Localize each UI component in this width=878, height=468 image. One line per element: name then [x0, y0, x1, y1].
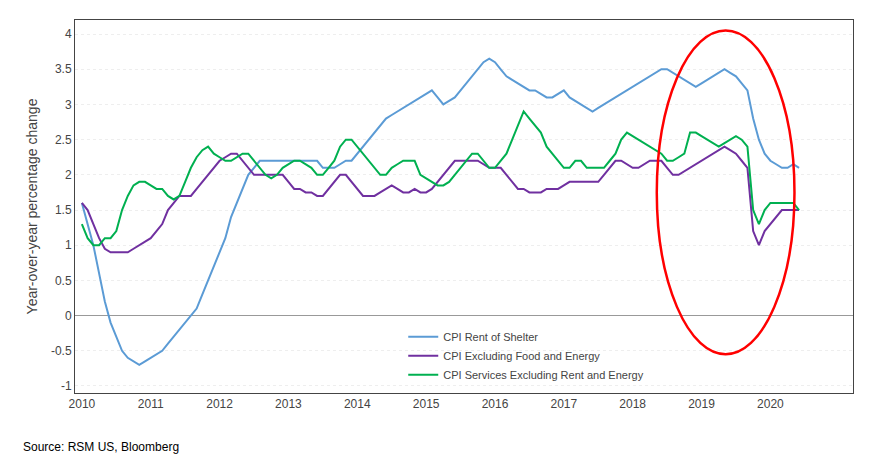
- svg-text:4: 4: [65, 27, 72, 41]
- svg-text:2014: 2014: [344, 397, 371, 411]
- svg-text:2019: 2019: [688, 397, 715, 411]
- svg-text:2010: 2010: [69, 397, 96, 411]
- svg-text:2015: 2015: [413, 397, 440, 411]
- svg-text:0.5: 0.5: [55, 274, 72, 288]
- svg-text:CPI Services Excluding Rent an: CPI Services Excluding Rent and Energy: [443, 369, 643, 381]
- svg-text:3: 3: [65, 98, 72, 112]
- svg-text:2011: 2011: [138, 397, 164, 411]
- svg-text:CPI Rent of Shelter: CPI Rent of Shelter: [443, 331, 538, 343]
- svg-text:1.5: 1.5: [55, 203, 72, 217]
- svg-text:2016: 2016: [482, 397, 509, 411]
- svg-text:2020: 2020: [757, 397, 784, 411]
- svg-text:2018: 2018: [619, 397, 646, 411]
- svg-text:0: 0: [65, 309, 72, 323]
- svg-text:2: 2: [65, 168, 72, 182]
- svg-text:2013: 2013: [275, 397, 302, 411]
- svg-text:-0.5: -0.5: [51, 344, 72, 358]
- svg-text:2012: 2012: [206, 397, 233, 411]
- svg-text:Source: RSM US, Bloomberg: Source: RSM US, Bloomberg: [23, 440, 179, 454]
- svg-text:1: 1: [65, 238, 72, 252]
- svg-text:-1: -1: [61, 379, 72, 393]
- svg-text:3.5: 3.5: [55, 62, 72, 76]
- svg-text:Year-over-year percentage chan: Year-over-year percentage change: [24, 98, 40, 314]
- svg-text:CPI Excluding Food and Energy: CPI Excluding Food and Energy: [443, 350, 600, 362]
- svg-text:2.5: 2.5: [55, 133, 72, 147]
- svg-text:2017: 2017: [550, 397, 577, 411]
